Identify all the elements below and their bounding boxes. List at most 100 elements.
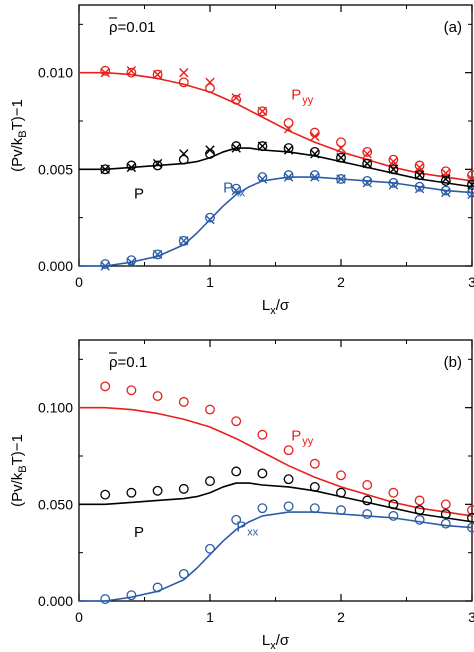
data-point-circle (283, 117, 294, 128)
data-point-circle (414, 160, 425, 171)
density-label: ρ=0.01 (109, 19, 156, 36)
data-point-circle (178, 77, 189, 88)
data-point-circle (283, 170, 294, 181)
data-point-circle (309, 170, 320, 181)
data-point-circle (388, 154, 399, 165)
data-point-circle (309, 503, 320, 514)
data-point-circle (205, 212, 215, 223)
data-point-circle (362, 146, 373, 157)
data-point-circle (100, 381, 111, 392)
data-point-cross (257, 174, 268, 184)
data-point-circle (362, 158, 373, 169)
data-point-cross (152, 158, 163, 169)
data-point-cross (362, 178, 372, 188)
data-point-circle (362, 175, 373, 186)
data-point-circle (467, 505, 474, 516)
series-curve (79, 71, 473, 182)
series-label: P (134, 524, 144, 541)
series-label: P (134, 185, 144, 202)
data-point-circle (152, 485, 163, 496)
data-point-circle (467, 512, 474, 523)
data-point-circle (178, 568, 189, 579)
data-point-circle (388, 499, 399, 510)
data-point-circle (257, 503, 268, 514)
data-point-circle (467, 187, 474, 198)
data-point-circle (309, 146, 320, 157)
data-point-cross (441, 174, 451, 184)
data-point-circle (152, 69, 163, 80)
data-point-circle (414, 181, 425, 192)
data-point-cross (388, 180, 399, 190)
data-point-circle (257, 429, 268, 440)
x-tick-label: 3 (468, 274, 474, 290)
data-point-circle (231, 141, 242, 152)
series-Pxx: Pxx (79, 170, 474, 271)
x-tick-label: 2 (337, 274, 345, 290)
plot-frame (78, 339, 473, 602)
data-point-circle (126, 590, 137, 601)
data-point-circle (440, 509, 451, 519)
data-point-cross (414, 170, 425, 180)
data-point-circle (414, 170, 425, 181)
data-point-circle (178, 235, 189, 246)
x-tick-label: 3 (468, 609, 474, 625)
series-P: P (79, 141, 474, 202)
data-point-cross (283, 172, 294, 182)
data-point-circle (231, 514, 242, 525)
data-point-cross (100, 164, 110, 175)
data-point-cross (283, 145, 294, 155)
data-point-cross (126, 257, 137, 267)
data-point-circle (336, 505, 346, 516)
data-point-cross (257, 106, 268, 117)
data-point-cross (152, 249, 163, 260)
x-tick-label: 0 (75, 609, 83, 625)
data-point-circle (414, 495, 425, 506)
data-point-cross (231, 143, 241, 153)
data-point-circle (362, 480, 373, 490)
data-point-cross (179, 67, 189, 78)
data-point-cross (467, 189, 474, 200)
data-point-circle (336, 174, 346, 184)
data-point-cross (310, 149, 320, 159)
data-point-circle (336, 137, 346, 148)
data-point-circle (440, 175, 451, 186)
data-point-circle (100, 259, 111, 270)
data-point-cross (100, 67, 110, 78)
data-point-cross (100, 261, 110, 271)
x-tick-label: 0 (75, 274, 83, 290)
data-point-circle (152, 160, 163, 171)
data-point-circle (440, 518, 451, 529)
series-curve (79, 482, 473, 523)
data-point-circle (126, 385, 137, 396)
data-point-circle (257, 106, 268, 117)
data-point-cross (388, 164, 399, 175)
series-label: Pxx (223, 180, 246, 200)
data-point-cross (179, 236, 189, 246)
data-point-cross (441, 187, 451, 198)
x-tick-label: 2 (337, 609, 345, 625)
data-point-cross (231, 185, 241, 196)
data-point-cross (231, 93, 241, 103)
x-tick-label: 1 (206, 274, 214, 290)
data-point-circle (257, 468, 268, 479)
data-point-circle (309, 458, 320, 469)
series-Pyy: Pyy (79, 381, 474, 517)
data-point-circle (100, 489, 111, 500)
x-tick-label: 1 (206, 609, 214, 625)
data-point-circle (231, 466, 242, 477)
series-label: Pxx (236, 518, 259, 538)
data-point-circle (231, 416, 242, 427)
data-point-circle (178, 483, 189, 494)
x-axis-label: Lx/σ (262, 297, 290, 317)
data-point-circle (388, 510, 399, 521)
data-point-cross (283, 124, 294, 134)
data-point-circle (205, 476, 215, 487)
data-point-circle (126, 487, 137, 498)
data-point-circle (336, 470, 346, 481)
data-point-cross (388, 156, 399, 167)
data-point-circle (414, 514, 425, 525)
y-tick-label: 0.000 (38, 258, 73, 274)
y-tick-label: 0.000 (38, 593, 73, 609)
data-point-cross (467, 180, 474, 190)
data-point-cross (179, 149, 189, 159)
